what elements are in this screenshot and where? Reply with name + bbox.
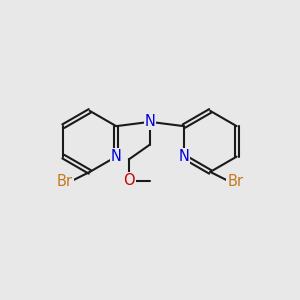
Text: N: N <box>178 149 189 164</box>
Text: O: O <box>123 173 135 188</box>
Text: N: N <box>111 149 122 164</box>
Text: N: N <box>145 114 155 129</box>
Text: Br: Br <box>57 174 73 189</box>
Text: Br: Br <box>227 174 243 189</box>
